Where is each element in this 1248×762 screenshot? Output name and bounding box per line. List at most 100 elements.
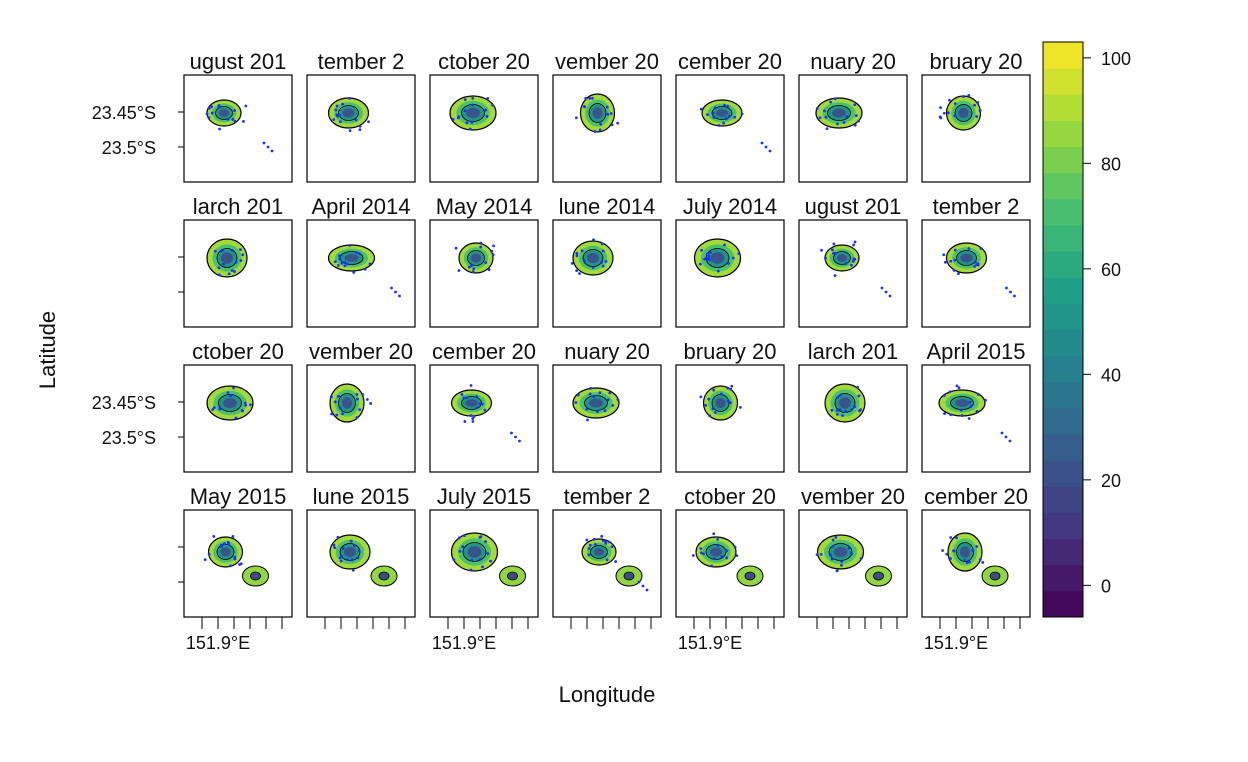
panel: cember 20 — [921, 484, 1031, 618]
observation-point — [729, 387, 733, 391]
density-contour — [507, 571, 518, 581]
observation-point — [838, 408, 842, 411]
observation-point — [839, 393, 843, 397]
colorbar: 0 20 40 60 80 100 — [1042, 41, 1131, 618]
panel-title: vember 20 — [309, 339, 413, 364]
colorbar-band — [1043, 94, 1083, 121]
colorbar-band — [1043, 172, 1083, 200]
panel: ugust 201 — [183, 49, 293, 183]
y-axis: 23.45°S 23.5°S 23.45°S 23.5°S — [92, 75, 185, 617]
y-tick-label: 23.5°S — [102, 428, 156, 448]
density-contour — [839, 397, 851, 409]
observation-point — [330, 412, 334, 416]
observation-point — [726, 386, 730, 390]
observation-point — [335, 113, 339, 117]
observation-point — [702, 552, 705, 556]
panel-background — [676, 365, 784, 472]
observation-point — [489, 559, 492, 563]
observation-point — [844, 262, 848, 265]
observation-point — [610, 123, 614, 127]
panel-title: tember 2 — [564, 484, 651, 509]
colorbar-tick-label: 20 — [1101, 471, 1121, 491]
panel: larch 201 — [183, 194, 293, 328]
observation-point — [733, 115, 736, 119]
density-contour — [223, 397, 237, 409]
panel-background — [430, 220, 538, 327]
colorbar-tick-label: 100 — [1101, 49, 1131, 69]
observation-point — [857, 119, 860, 123]
observation-point — [707, 397, 711, 401]
observation-point — [726, 104, 730, 108]
observation-point — [830, 557, 834, 561]
observation-point — [815, 107, 819, 110]
observation-point — [967, 247, 971, 250]
panel: nuary 20 — [552, 339, 662, 473]
panel-border — [552, 74, 662, 183]
observation-point — [859, 408, 862, 412]
panel-background — [553, 220, 661, 327]
observation-point — [242, 119, 245, 123]
observation-point — [356, 556, 360, 560]
observation-point — [699, 107, 703, 111]
observation-point — [210, 105, 214, 109]
x-tick-label: 151.9°E — [186, 633, 250, 653]
observation-point — [979, 247, 983, 250]
observation-point — [713, 106, 717, 110]
observation-point — [471, 420, 475, 423]
observation-point — [226, 117, 230, 121]
observation-point — [469, 568, 473, 572]
panel-border — [798, 364, 908, 473]
colorbar-border — [1042, 41, 1084, 618]
observation-point — [212, 535, 216, 538]
observation-point — [478, 402, 482, 405]
panel: vember 20 — [552, 49, 662, 183]
panel-background — [184, 510, 292, 617]
panel-border — [675, 364, 785, 473]
observation-point — [845, 115, 849, 119]
observation-point — [957, 272, 960, 275]
observation-point — [593, 130, 597, 133]
observation-point — [604, 260, 608, 263]
observation-point — [1000, 431, 1004, 435]
observation-point — [727, 114, 731, 118]
observation-point — [470, 120, 474, 124]
panel-border — [675, 219, 785, 328]
observation-point — [607, 540, 611, 544]
observation-point — [699, 395, 703, 399]
observation-point — [487, 268, 491, 271]
observation-point — [953, 114, 957, 118]
observation-point — [335, 104, 339, 108]
panel-title: July 2014 — [683, 194, 777, 219]
panel: July 2014 — [675, 194, 785, 328]
observation-point — [234, 260, 238, 264]
observation-point — [231, 535, 235, 538]
observation-point — [576, 393, 580, 397]
density-contour — [715, 397, 726, 409]
observation-point — [952, 549, 956, 553]
panel-border — [675, 509, 785, 618]
observation-point — [978, 558, 982, 562]
observation-point — [333, 400, 337, 404]
observation-point — [338, 113, 341, 117]
observation-point — [337, 254, 341, 258]
observation-point — [606, 112, 610, 116]
observation-point — [337, 394, 340, 398]
density-contour — [623, 571, 635, 581]
observation-point — [491, 103, 494, 107]
panel-title: tember 2 — [318, 49, 405, 74]
observation-point — [578, 272, 581, 275]
density-contour — [832, 108, 846, 118]
observation-point — [716, 544, 720, 547]
observation-point — [484, 540, 487, 543]
panel: May 2015 — [183, 484, 293, 618]
observation-point — [348, 96, 351, 100]
observation-point — [768, 149, 772, 153]
observation-point — [463, 98, 467, 102]
observation-point — [727, 262, 730, 265]
observation-point — [465, 396, 469, 400]
observation-point — [712, 388, 716, 392]
observation-point — [723, 243, 726, 247]
panel: bruary 20 — [675, 339, 785, 473]
observation-point — [953, 248, 957, 252]
